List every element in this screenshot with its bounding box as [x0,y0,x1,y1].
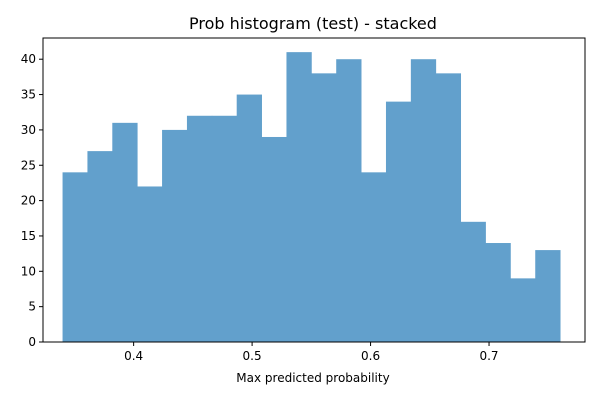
chart-title: Prob histogram (test) - stacked [189,14,437,33]
histogram-bar [186,115,213,343]
histogram-bar [311,73,337,342]
histogram-bar [535,250,561,342]
histogram-bar [87,151,113,342]
y-axis-ticks: 0 5 10 15 20 25 30 35 40 [21,52,43,349]
y-tick-label: 10 [21,264,36,278]
x-tick-label: 0.5 [243,349,262,363]
x-axis-ticks: 0.4 0.5 0.6 0.7 [124,342,499,363]
x-tick-label: 0.4 [124,349,143,363]
x-axis-label: Max predicted probability [236,371,389,385]
x-tick-label: 0.7 [479,349,498,363]
histogram-bar [112,122,138,342]
histogram-bar [485,243,511,342]
y-tick-label: 20 [21,194,36,208]
histogram-bar [62,172,88,342]
histogram-bar [361,172,387,342]
histogram-bar [137,186,163,342]
histogram-bar [261,136,287,342]
histogram-bar [460,221,486,342]
y-tick-label: 25 [21,158,36,172]
y-tick-label: 5 [28,300,36,314]
histogram-bar [410,59,437,343]
y-tick-label: 40 [21,52,36,66]
histogram-bar [336,59,362,343]
histogram-bar [385,101,412,342]
y-tick-label: 15 [21,229,36,243]
x-tick-label: 0.6 [361,349,380,363]
histogram-bar [510,278,536,342]
y-tick-label: 35 [21,88,36,102]
histogram-bar [236,94,262,342]
plot-frame [42,37,586,343]
histogram-bar [211,115,238,343]
histogram-bar [435,73,462,342]
y-tick-label: 30 [21,123,36,137]
histogram-bar [162,129,188,342]
y-tick-label: 0 [28,335,36,349]
bars-group [62,52,561,343]
histogram-bar [286,52,312,342]
